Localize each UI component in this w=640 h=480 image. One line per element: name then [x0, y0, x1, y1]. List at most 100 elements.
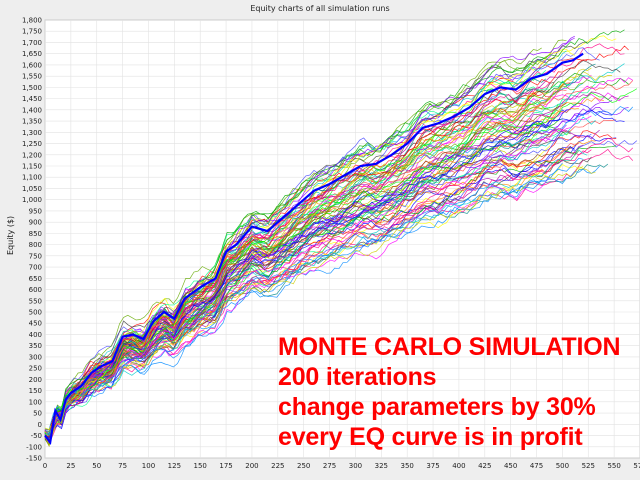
simulation-run-line [44, 106, 559, 443]
y-tick-label: 1,450 [22, 95, 42, 103]
simulation-run-line [44, 165, 600, 430]
y-tick-label: 1,700 [22, 39, 42, 47]
simulation-run-line [44, 93, 551, 447]
x-tick-label: 150 [194, 462, 207, 470]
y-tick-labels: -150 -100 -50 0 50 100 150 200 250 300 350 400 450 50… [22, 17, 42, 463]
y-tick-label: 850 [29, 230, 42, 238]
simulation-run-line [44, 107, 579, 447]
highlighted-series [44, 52, 584, 445]
x-tick-label: 275 [323, 462, 336, 470]
simulation-run-line [44, 115, 592, 444]
y-tick-label: 1,100 [22, 174, 42, 182]
annotation-text: MONTE CARLO SIMULATION 200 iterations ch… [278, 332, 621, 452]
y-tick-label: 550 [29, 297, 42, 305]
simulation-run-line [44, 128, 600, 439]
x-tick-label: 100 [142, 462, 155, 470]
simulation-run-line [44, 164, 584, 430]
simulation-run-line [44, 156, 592, 440]
y-tick-label: 1,150 [22, 163, 42, 171]
y-tick-label: -100 [26, 443, 42, 451]
y-tick-label: 1,050 [22, 185, 42, 193]
simulation-run-line [44, 120, 546, 435]
simulation-run-line [44, 41, 588, 438]
y-tick-label: 300 [29, 353, 42, 361]
x-tick-label: 250 [297, 462, 310, 470]
y-tick-label: 1,650 [22, 50, 42, 58]
simulation-run-line [44, 146, 575, 443]
x-tick-label: 425 [478, 462, 491, 470]
y-tick-label: -150 [26, 455, 42, 463]
y-tick-label: 1,350 [22, 118, 42, 126]
simulation-run-line [44, 149, 588, 437]
x-tick-label: 450 [504, 462, 517, 470]
simulation-run-line [44, 142, 580, 441]
y-tick-label: 1,750 [22, 28, 42, 36]
y-tick-label: 50 [33, 410, 42, 418]
simulation-run-line [44, 132, 563, 441]
simulation-run-line [44, 145, 584, 435]
x-tick-label: 300 [349, 462, 362, 470]
y-tick-label: 1,800 [22, 17, 42, 25]
annotation-line-2: 200 iterations [278, 363, 437, 391]
annotation-line-4: every EQ curve is in profit [278, 423, 583, 451]
y-tick-label: 250 [29, 365, 42, 373]
y-tick-label: 0 [38, 421, 42, 429]
x-tick-label: 475 [530, 462, 543, 470]
y-tick-label: 900 [29, 219, 42, 227]
y-tick-label: 750 [29, 252, 42, 260]
simulation-run-line [44, 119, 617, 437]
x-tick-label: 550 [607, 462, 620, 470]
y-tick-label: 450 [29, 320, 42, 328]
y-tick-label: 1,300 [22, 129, 42, 137]
y-tick-label: 400 [29, 331, 42, 339]
annotation-line-1: MONTE CARLO SIMULATION [278, 333, 621, 361]
x-tick-label: 50 [92, 462, 101, 470]
x-tick-label: 0 [43, 462, 47, 470]
x-tick-label: 400 [452, 462, 465, 470]
plot-area [44, 19, 640, 459]
y-tick-label: 1,550 [22, 73, 42, 81]
chart-title: Equity charts of all simulation runs [250, 4, 390, 13]
y-tick-label: 500 [29, 309, 42, 317]
y-tick-label: 1,600 [22, 61, 42, 69]
y-tick-label: 650 [29, 275, 42, 283]
x-tick-label: 575 [633, 462, 640, 470]
x-tick-label: 175 [219, 462, 232, 470]
simulation-run-line [44, 124, 567, 443]
y-axis-label: Equity ($) [6, 215, 15, 255]
x-tick-labels: 0 25 50 75 100 125 150 175 200 225 250 275 300 325 350… [43, 462, 640, 470]
y-tick-label: 200 [29, 376, 42, 384]
y-tick-label: 1,250 [22, 140, 42, 148]
y-tick-label: 350 [29, 342, 42, 350]
y-tick-label: -50 [31, 432, 42, 440]
simulation-run-line [44, 109, 625, 439]
x-tick-label: 125 [168, 462, 181, 470]
simulation-run-line [44, 175, 551, 438]
y-tick-label: 950 [29, 207, 42, 215]
y-tick-label: 800 [29, 241, 42, 249]
simulation-run-line [44, 102, 613, 434]
y-tick-label: 600 [29, 286, 42, 294]
x-tick-label: 350 [400, 462, 413, 470]
x-tick-label: 25 [66, 462, 75, 470]
y-tick-label: 700 [29, 264, 42, 272]
simulation-run-line [44, 88, 638, 443]
simulation-run-line [44, 83, 596, 446]
y-tick-label: 1,000 [22, 196, 42, 204]
x-tick-label: 325 [375, 462, 388, 470]
y-tick-label: 100 [29, 398, 42, 406]
y-tick-label: 1,200 [22, 151, 42, 159]
y-tick-label: 1,500 [22, 84, 42, 92]
x-tick-label: 525 [582, 462, 595, 470]
annotation-line-3: change parameters by 30% [278, 393, 596, 421]
y-tick-label: 150 [29, 387, 42, 395]
x-tick-label: 375 [426, 462, 439, 470]
simulation-run-line [44, 70, 547, 440]
highlighted-series-line [44, 52, 584, 445]
simulation-run-line [44, 48, 575, 440]
x-tick-label: 200 [245, 462, 258, 470]
simulation-run-line [44, 35, 617, 436]
x-tick-label: 225 [271, 462, 284, 470]
x-tick-label: 75 [118, 462, 127, 470]
